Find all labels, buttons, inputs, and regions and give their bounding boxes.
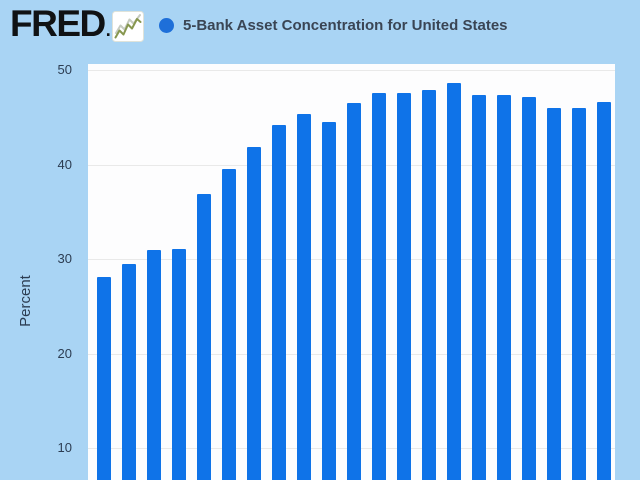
bar-2016[interactable] bbox=[596, 102, 611, 480]
bar-2005[interactable] bbox=[321, 122, 336, 480]
bar-1998[interactable] bbox=[146, 249, 161, 480]
series-legend: 5-Bank Asset Concentration for United St… bbox=[159, 17, 508, 34]
bar-1996[interactable] bbox=[96, 277, 111, 480]
bar-2007[interactable] bbox=[371, 92, 386, 480]
bar-2010[interactable] bbox=[446, 83, 461, 480]
y-tick-label-10: 10 bbox=[57, 440, 72, 456]
bar-2002[interactable] bbox=[246, 146, 261, 480]
bar-1999[interactable] bbox=[171, 248, 186, 480]
fred-logo-reg-dot: . bbox=[105, 20, 111, 40]
gridline-50 bbox=[88, 70, 615, 71]
chart-header: FRED. 5-Bank Asset Concentration for Uni… bbox=[0, 0, 640, 56]
bar-2012[interactable] bbox=[496, 94, 511, 480]
bar-2008[interactable] bbox=[396, 92, 411, 480]
bar-2004[interactable] bbox=[296, 114, 311, 480]
series-color-marker-icon bbox=[159, 18, 174, 33]
plot-area bbox=[88, 64, 615, 480]
y-tick-label-30: 30 bbox=[57, 251, 72, 267]
bar-2000[interactable] bbox=[196, 193, 211, 480]
bar-1997[interactable] bbox=[121, 263, 136, 480]
fred-logo[interactable]: FRED. bbox=[10, 3, 111, 49]
bar-2003[interactable] bbox=[271, 124, 286, 480]
bar-2014[interactable] bbox=[546, 107, 561, 480]
y-tick-label-20: 20 bbox=[57, 345, 72, 361]
bar-2011[interactable] bbox=[471, 94, 486, 480]
fred-sparkline-icon bbox=[112, 11, 144, 42]
fred-logo-text: FRED bbox=[10, 3, 106, 44]
bar-2006[interactable] bbox=[346, 103, 361, 480]
bar-2015[interactable] bbox=[571, 107, 586, 480]
bar-2013[interactable] bbox=[521, 97, 536, 480]
y-axis-title: Percent bbox=[17, 275, 34, 327]
bar-2009[interactable] bbox=[421, 89, 436, 480]
y-tick-label-50: 50 bbox=[57, 62, 72, 77]
bar-2001[interactable] bbox=[221, 169, 236, 480]
y-tick-label-40: 40 bbox=[57, 156, 72, 172]
series-title: 5-Bank Asset Concentration for United St… bbox=[183, 17, 508, 34]
